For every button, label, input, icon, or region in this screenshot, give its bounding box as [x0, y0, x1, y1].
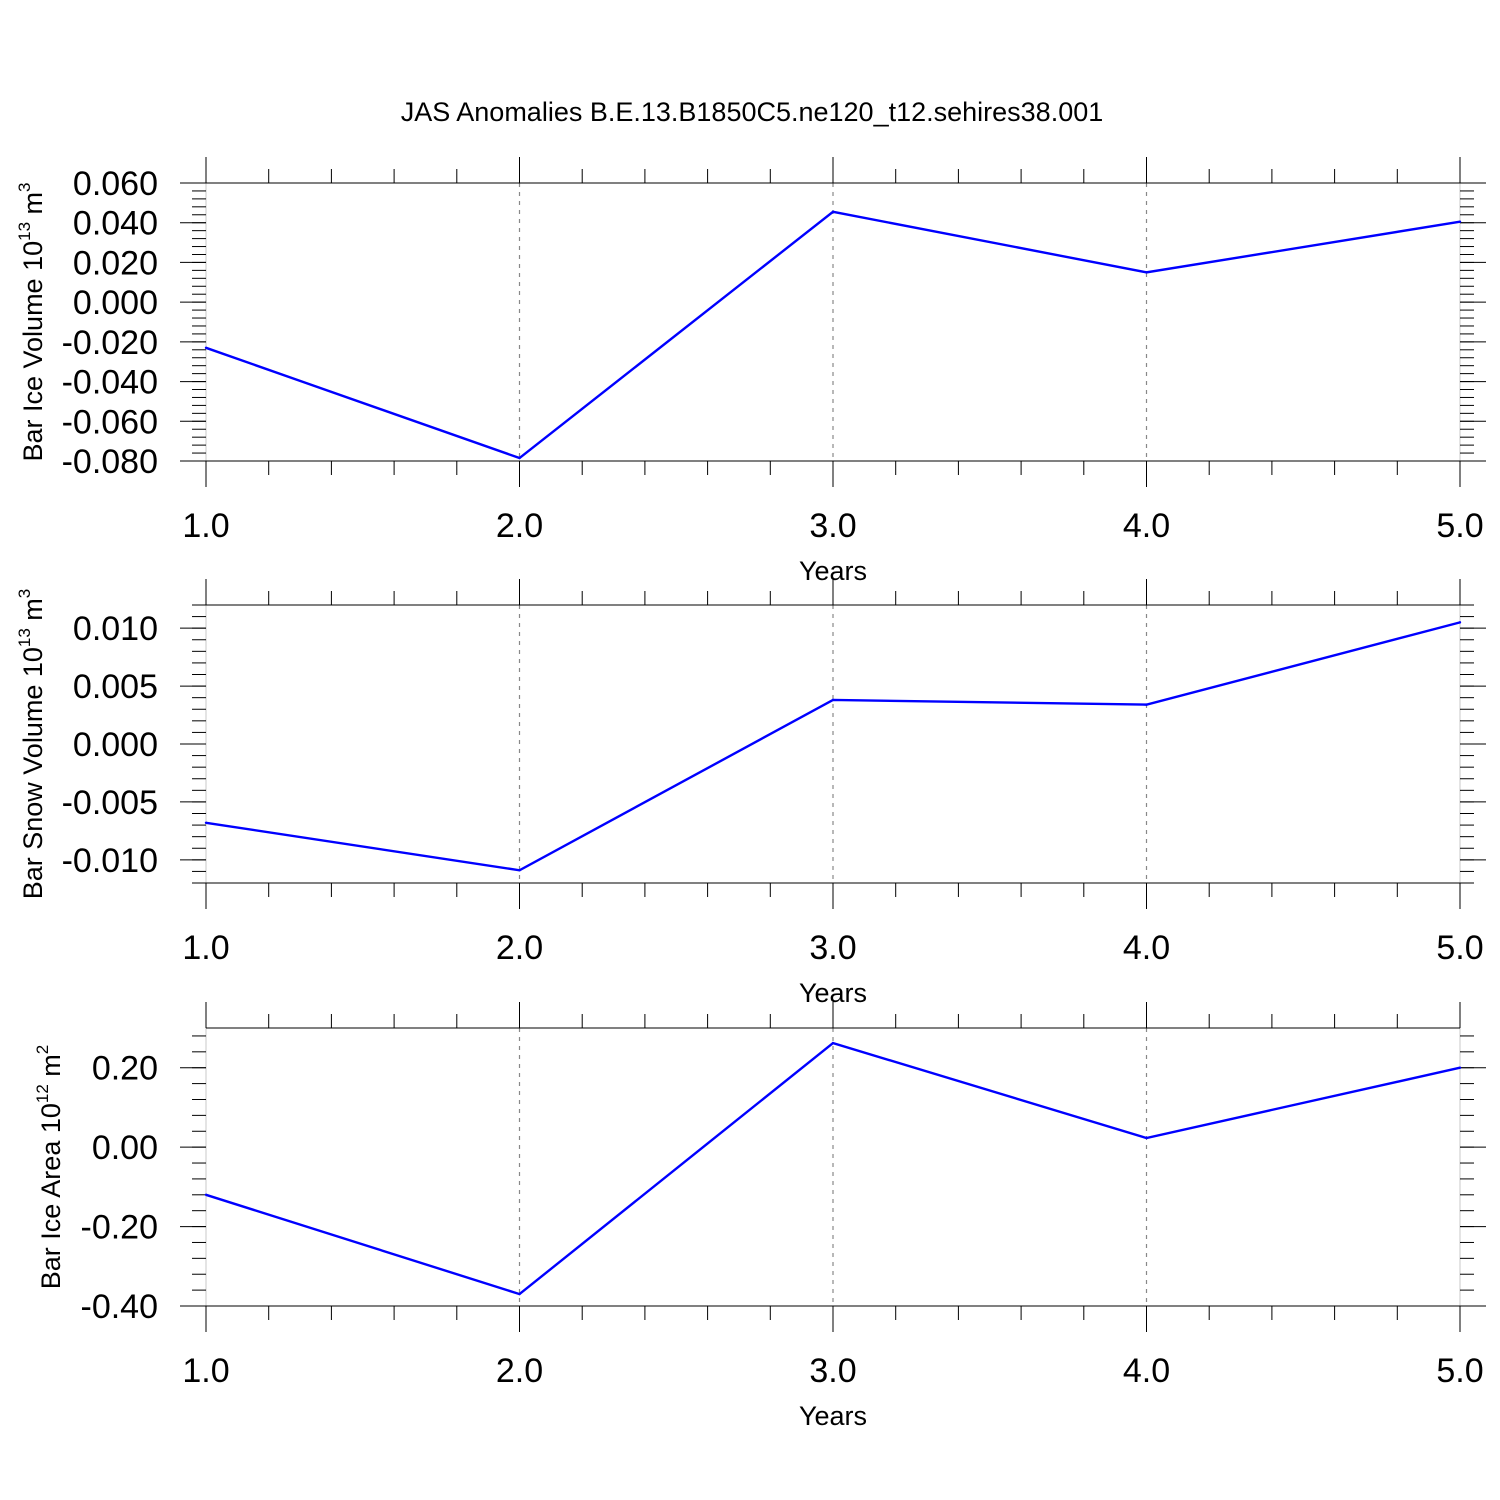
y-tick-label: 0.00: [92, 1129, 158, 1167]
y-tick-label: 0.010: [73, 610, 158, 648]
y-axis-title-text: Bar Snow Volume 10: [18, 647, 48, 899]
data-point: [204, 346, 208, 350]
y-tick-label: -0.020: [62, 324, 158, 362]
y-tick-label: 0.020: [73, 244, 158, 282]
y-axis-title-exponent: 13: [15, 628, 34, 647]
x-tick-label: 2.0: [496, 929, 543, 967]
y-axis-title: Bar Ice Volume 1013 m3: [15, 182, 48, 461]
data-point: [831, 698, 835, 702]
y-tick-label: -0.040: [62, 364, 158, 402]
y-axis-title-text: Bar Ice Volume 10: [18, 241, 48, 462]
chart-panel-3: 1.0 2.0 3.0 4.0 5.0 Years 0.20 0.00 -0.20 -0.40 Ba…: [33, 1002, 1486, 1431]
x-tick-label: 5.0: [1436, 507, 1483, 545]
y-tick-label: 0.060: [73, 165, 158, 203]
y-tick-label: -0.40: [81, 1288, 159, 1326]
data-point: [1145, 703, 1148, 706]
y-tick-label: -0.20: [81, 1209, 159, 1247]
x-tick-label: 2.0: [496, 507, 543, 545]
y-axis-title-unit: m: [18, 192, 48, 222]
data-point: [1458, 220, 1462, 223]
chart-panel-2: 1.0 2.0 3.0 4.0 5.0Years0.0100.0050.000-0.00…: [15, 579, 1486, 1008]
data-point: [204, 821, 208, 824]
data-point: [1145, 271, 1148, 274]
data-point: [1458, 1066, 1462, 1069]
y-axis-title-exponent: 12: [33, 1084, 52, 1103]
y-axis-title-exponent: 13: [15, 222, 34, 241]
y-axis-title-unit-exponent: 2: [33, 1045, 52, 1054]
x-tick-label: 4.0: [1123, 507, 1170, 545]
data-point: [831, 1041, 835, 1045]
y-tick-label: 0.040: [73, 205, 158, 243]
chart-title: JAS Anomalies B.E.13.B1850C5.ne120_t12.s…: [401, 97, 1104, 127]
x-tick-label: 3.0: [809, 929, 856, 967]
y-axis-title-unit: m: [36, 1054, 66, 1084]
y-axis-title-unit-exponent: 3: [15, 589, 34, 598]
data-point: [204, 1193, 208, 1197]
x-tick-label: 3.0: [809, 507, 856, 545]
x-tick-label: 5.0: [1436, 929, 1483, 967]
data-point: [518, 456, 521, 460]
x-tick-label: 4.0: [1123, 1352, 1170, 1390]
data-point: [1458, 621, 1462, 624]
y-tick-label: -0.005: [62, 784, 158, 822]
x-axis-title: Years: [799, 1401, 867, 1431]
y-axis-title-text: Bar Ice Area 10: [36, 1103, 66, 1289]
x-tick-label: 5.0: [1436, 1352, 1483, 1390]
y-tick-label: -0.060: [62, 403, 158, 441]
x-tick-label: 3.0: [809, 1352, 856, 1390]
y-tick-label: 0.000: [73, 284, 158, 322]
x-tick-label: 1.0: [182, 1352, 229, 1390]
y-tick-label: -0.010: [62, 842, 158, 880]
x-tick-label: 1.0: [182, 507, 229, 545]
x-tick-label: 1.0: [182, 929, 229, 967]
y-tick-label: 0.20: [92, 1050, 158, 1088]
y-tick-label: -0.080: [62, 443, 158, 481]
y-tick-label: 0.005: [73, 668, 158, 706]
x-tick-label: 4.0: [1123, 929, 1170, 967]
chart-panel-1: 1.0 2.0 3.0 4.0 5.0Years0.0600.0400.0200.000…: [15, 157, 1486, 586]
data-point: [831, 210, 835, 213]
y-tick-label: 0.000: [73, 726, 158, 764]
data-point: [518, 869, 521, 872]
y-axis-title-unit-exponent: 3: [15, 182, 34, 191]
y-axis-title-unit: m: [18, 598, 48, 628]
x-tick-label: 2.0: [496, 1352, 543, 1390]
y-axis-title: Bar Ice Area 1012 m2: [33, 1045, 66, 1290]
data-point: [1145, 1136, 1148, 1140]
data-point: [518, 1292, 521, 1296]
y-axis-title: Bar Snow Volume 1013 m3: [15, 589, 48, 900]
